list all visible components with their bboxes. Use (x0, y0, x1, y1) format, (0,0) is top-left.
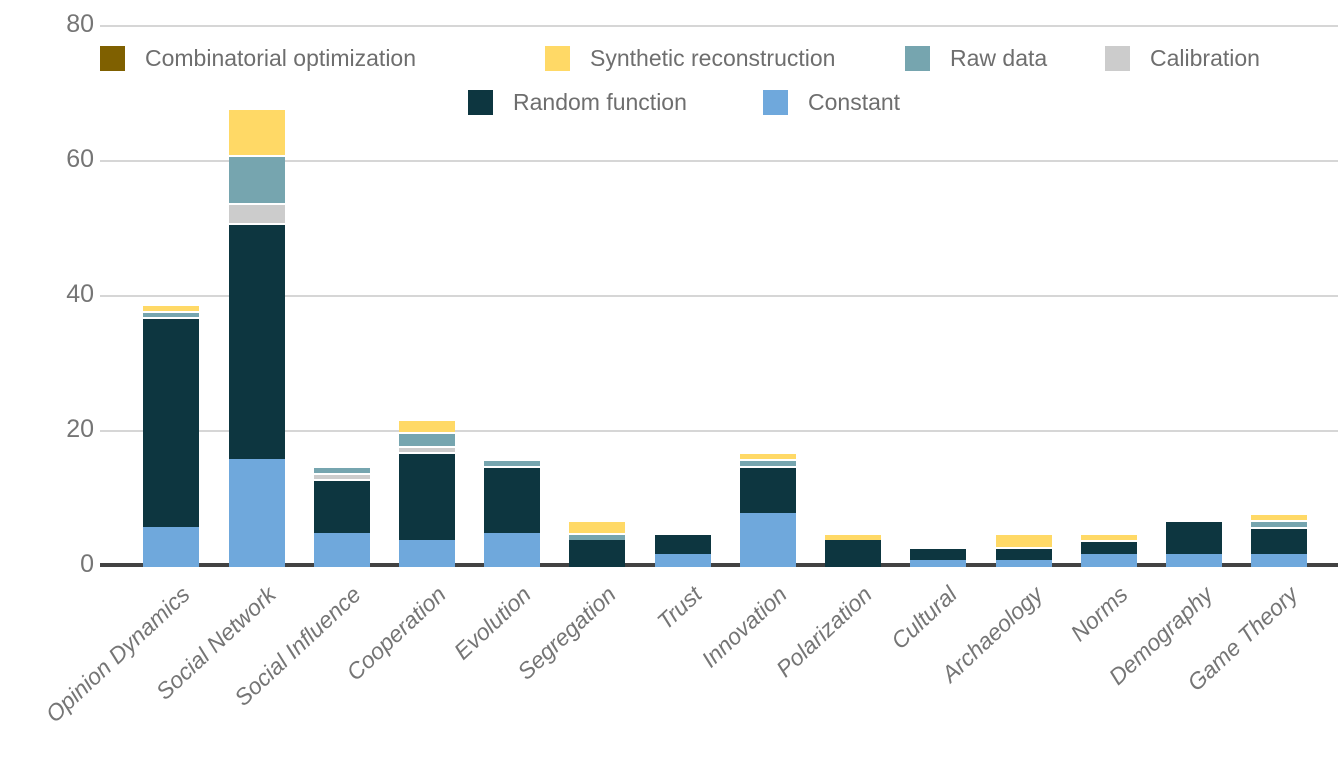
bar-segment-social-influence-constant (313, 533, 370, 567)
bar-cultural (910, 546, 967, 567)
legend-label: Calibration (1150, 45, 1260, 71)
bar-polarization (825, 533, 882, 567)
bar-norms (1080, 533, 1137, 567)
bar-trust (654, 533, 711, 567)
legend-item-calibration: Calibration (1105, 45, 1260, 72)
bar-segregation (569, 519, 626, 567)
legend-item-random-function: Random function (468, 89, 687, 116)
bar-segment-cultural-random-function (910, 546, 967, 561)
bar-segment-innovation-raw-data (739, 459, 796, 466)
bar-segment-archaeology-random-function (995, 546, 1052, 561)
bar-segment-norms-constant (1080, 553, 1137, 567)
bar-segment-norms-synthetic-reconstruction (1080, 533, 1137, 540)
y-axis-tick-label-40: 40 (66, 280, 94, 308)
legend-item-raw-data: Raw data (905, 45, 1047, 72)
legend-label: Raw data (950, 45, 1048, 71)
legend-swatch-calibration (1105, 46, 1130, 71)
bar-segment-social-influence-raw-data (313, 465, 370, 473)
bar-segment-archaeology-synthetic-reconstruction (995, 533, 1052, 547)
bar-segment-innovation-constant (739, 513, 796, 567)
bar-segment-cooperation-random-function (398, 452, 455, 540)
bar-segment-opinion-dynamics-synthetic-reconstruction (143, 303, 200, 311)
gridline-y-80 (100, 25, 1338, 27)
bar-segment-social-influence-calibration (313, 472, 370, 480)
bar-segment-demography-constant (1166, 553, 1223, 567)
bar-segment-polarization-synthetic-reconstruction (825, 533, 882, 540)
bar-segment-cooperation-raw-data (398, 432, 455, 446)
bar-segment-game-theory-random-function (1251, 526, 1308, 554)
bar-segment-social-network-calibration (228, 202, 285, 223)
y-axis-tick-label-20: 20 (66, 415, 94, 443)
bar-segment-innovation-synthetic-reconstruction (739, 452, 796, 459)
y-axis-tick-label-60: 60 (66, 145, 94, 173)
legend-item-combinatorial-optimization: Combinatorial optimization (100, 45, 416, 72)
legend-label: Combinatorial optimization (145, 45, 417, 71)
bar-segment-trust-random-function (654, 533, 711, 554)
bar-segment-social-network-random-function (228, 222, 285, 459)
bar-segment-social-network-synthetic-reconstruction (228, 108, 285, 156)
bar-segment-norms-random-function (1080, 540, 1137, 554)
legend-swatch-random-function (468, 90, 493, 115)
legend-label: Synthetic reconstruction (590, 45, 836, 71)
bar-demography (1166, 519, 1223, 567)
legend-swatch-combinatorial-optimization (100, 46, 125, 71)
bar-segment-cooperation-calibration (398, 445, 455, 453)
bar-archaeology (995, 533, 1052, 567)
bar-segment-demography-random-function (1166, 519, 1223, 554)
bar-segment-polarization-random-function (825, 540, 882, 567)
bar-segment-evolution-raw-data (484, 459, 541, 466)
bar-segment-cooperation-constant (398, 540, 455, 567)
bar-segment-evolution-constant (484, 533, 541, 567)
bar-game-theory (1251, 513, 1308, 567)
legend-swatch-synthetic-reconstruction (545, 46, 570, 71)
y-axis-tick-label-80: 80 (66, 10, 94, 38)
bar-segment-social-network-constant (228, 459, 285, 567)
bar-segment-social-network-raw-data (228, 155, 285, 203)
bar-segment-social-influence-random-function (313, 479, 370, 534)
bar-segment-game-theory-synthetic-reconstruction (1251, 513, 1308, 520)
bar-segment-game-theory-constant (1251, 553, 1308, 567)
bar-innovation (739, 452, 796, 567)
bar-evolution (484, 459, 541, 567)
legend-label: Constant (808, 89, 901, 115)
gridline-y-20 (100, 430, 1338, 432)
gridline-y-60 (100, 160, 1338, 162)
y-axis-tick-label-0: 0 (80, 550, 94, 578)
bar-segment-segregation-raw-data (569, 533, 626, 540)
bar-segment-game-theory-raw-data (1251, 519, 1308, 527)
legend-label: Random function (513, 89, 687, 115)
bar-segment-cooperation-synthetic-reconstruction (398, 418, 455, 432)
bar-segment-segregation-random-function (569, 540, 626, 567)
bar-segment-opinion-dynamics-constant (143, 526, 200, 567)
gridline-y-40 (100, 295, 1338, 297)
bar-segment-cultural-constant (910, 560, 967, 567)
legend-swatch-raw-data (905, 46, 930, 71)
bar-segment-opinion-dynamics-raw-data (143, 310, 200, 318)
legend-item-synthetic-reconstruction: Synthetic reconstruction (545, 45, 835, 72)
bar-segment-innovation-random-function (739, 465, 796, 513)
bar-social-influence (313, 465, 370, 567)
bar-segment-archaeology-constant (995, 560, 1052, 567)
bar-segment-evolution-random-function (484, 465, 541, 534)
bar-segment-segregation-synthetic-reconstruction (569, 519, 626, 534)
bar-segment-opinion-dynamics-random-function (143, 317, 200, 527)
x-axis-baseline (100, 563, 1338, 567)
legend-swatch-constant (763, 90, 788, 115)
bar-social-network (228, 108, 285, 567)
bar-segment-trust-constant (654, 553, 711, 567)
bar-opinion-dynamics (143, 303, 200, 567)
bar-cooperation (398, 418, 455, 567)
legend-item-constant: Constant (763, 89, 900, 116)
